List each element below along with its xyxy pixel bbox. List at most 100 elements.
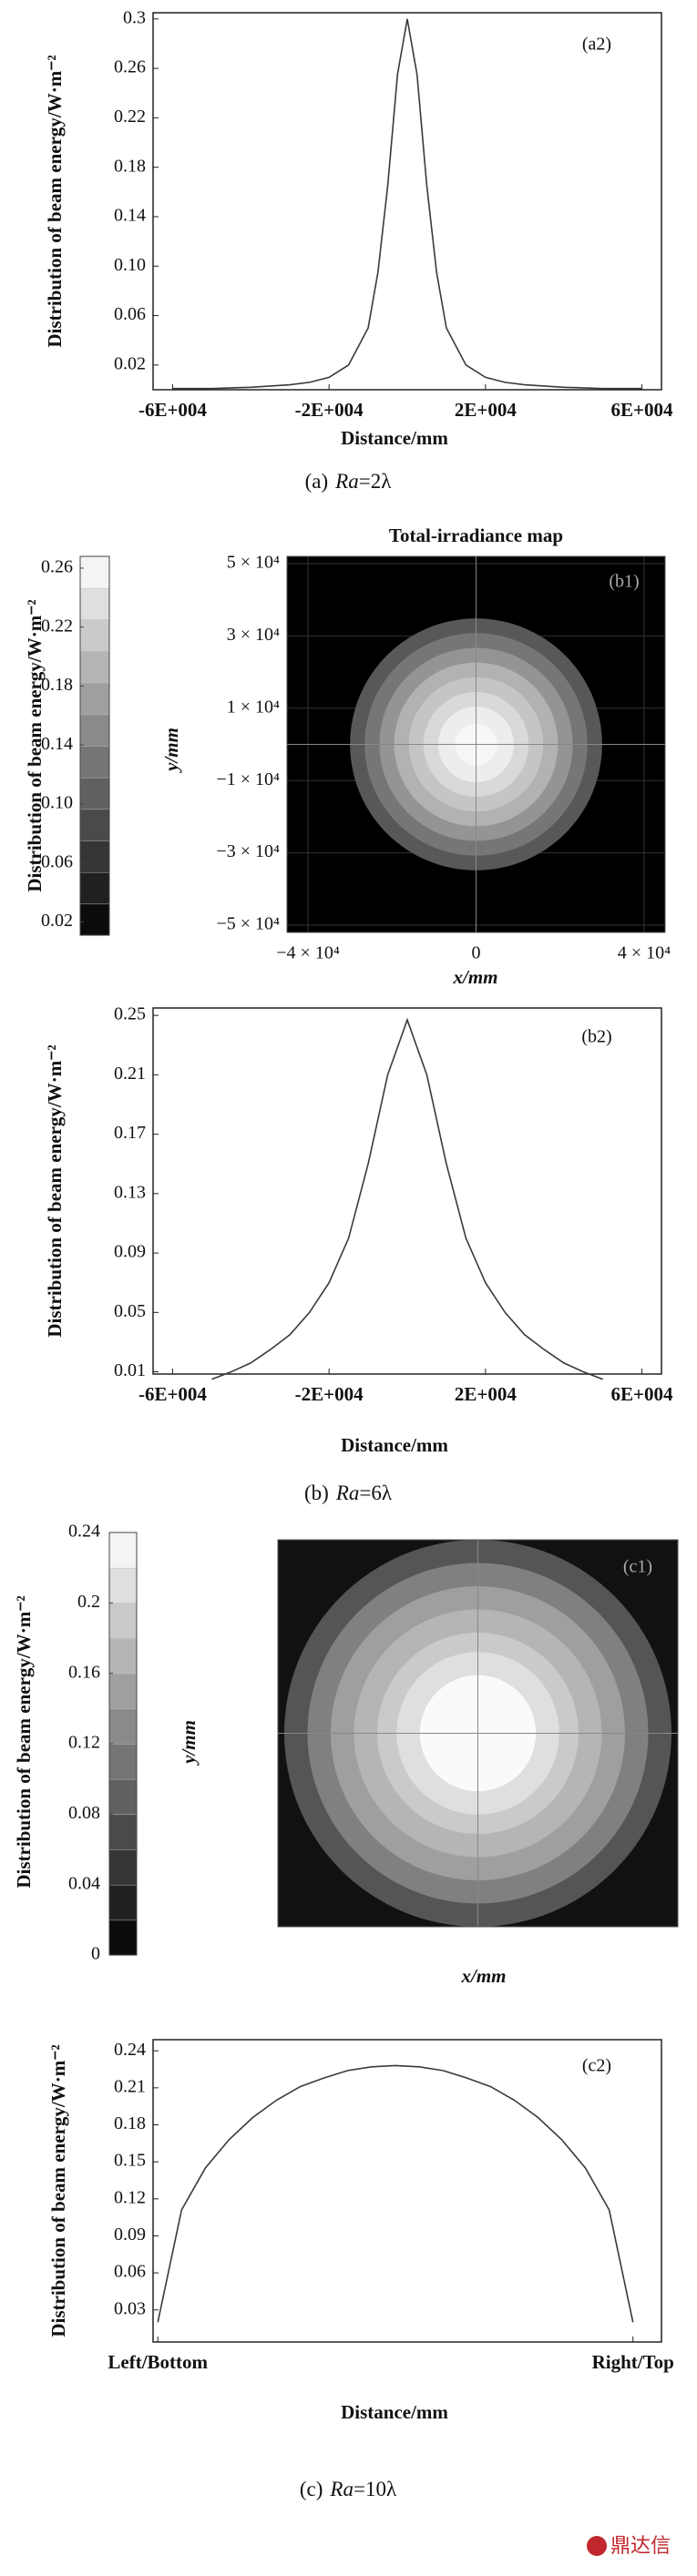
caption: (a) Ra=2λ — [305, 470, 393, 493]
caption-part: (b) — [304, 1481, 329, 1504]
colorbar-cell — [108, 1532, 138, 1569]
y-tick-label: 0.25 — [114, 1004, 146, 1024]
x-tick-label: −4 × 10⁴ — [276, 943, 340, 963]
y-tick-label: 0.06 — [114, 2262, 146, 2282]
panel-label: (b1) — [609, 572, 639, 592]
caption-part: (a) — [305, 470, 329, 493]
colorbar-cell — [79, 777, 110, 810]
data-line — [172, 18, 642, 390]
colorbar-tick-label: 0.26 — [41, 557, 73, 577]
caption: (c) Ra=10λ — [300, 2478, 397, 2500]
colorbar-frame — [79, 555, 110, 936]
colorbar-tick-label: 0.16 — [68, 1662, 100, 1682]
plot-frame — [152, 2039, 662, 2343]
map-frame — [277, 1539, 679, 1928]
data-line — [211, 1017, 603, 1380]
y-tick-label: 0.18 — [114, 156, 146, 176]
colorbar-cell — [108, 1708, 138, 1745]
watermark: 鼎达信 — [610, 2535, 671, 2558]
y-tick-label: 0.24 — [114, 2040, 146, 2060]
panel-label: (c2) — [582, 2056, 611, 2076]
colorbar-tick-label: 0.04 — [68, 1873, 100, 1893]
colorbar-cell — [79, 714, 110, 747]
colorbar-tick-label: 0.10 — [41, 793, 73, 813]
y-tick-label: 0.12 — [114, 2187, 146, 2207]
x-tick-label: 0 — [472, 943, 481, 963]
y-tick-label: 0.18 — [114, 2113, 146, 2133]
x-tick-label: 6E+004 — [611, 1383, 673, 1405]
caption-part: Ra — [335, 1481, 360, 1504]
colorbar-cell — [79, 587, 110, 621]
y-axis-label: Distribution of beam energy/W·m⁻² — [44, 1044, 66, 1337]
colorbar-tick-label: 0.18 — [41, 675, 73, 695]
colorbar-label: Distribution of beam energy/W·m⁻² — [24, 599, 46, 891]
y-axis-label: Distribution of beam energy/W·m⁻² — [44, 55, 66, 347]
colorbar-cell — [79, 903, 110, 936]
y-tick-label: 0.17 — [114, 1123, 146, 1143]
y-tick-label: 0.09 — [114, 2225, 146, 2245]
watermark-logo — [587, 2536, 607, 2556]
colorbar-tick-label: 0.2 — [77, 1592, 100, 1612]
colorbar-tick-label: 0.14 — [41, 734, 73, 754]
data-line — [157, 2064, 634, 2323]
caption-part: =10λ — [354, 2478, 397, 2500]
colorbar-tick-label: 0.06 — [41, 851, 73, 871]
x-tick-label: Left/Bottom — [108, 2351, 208, 2373]
y-tick-label: 0.06 — [114, 304, 146, 324]
colorbar-cell — [108, 1884, 138, 1921]
colorbar-cell — [108, 1778, 138, 1816]
x-tick-label: -6E+004 — [138, 1383, 207, 1405]
x-tick-label: -2E+004 — [295, 1383, 364, 1405]
caption-part: =6λ — [359, 1481, 392, 1504]
y-tick-label: 0.03 — [114, 2298, 146, 2318]
y-axis-label: y/mm — [160, 728, 182, 774]
colorbar-cell — [79, 650, 110, 684]
caption: (b) Ra=6λ — [304, 1481, 393, 1504]
colorbar-tick-label: 0.12 — [68, 1733, 100, 1753]
colorbar-cell — [108, 1603, 138, 1639]
caption-part: =2λ — [359, 470, 392, 493]
y-tick-label: 0.05 — [114, 1301, 146, 1321]
x-tick-label: 4 × 10⁴ — [618, 943, 671, 963]
y-tick-label: −5 × 10⁴ — [216, 914, 280, 934]
plot-frame — [152, 1007, 662, 1375]
x-tick-label: 2E+004 — [455, 399, 517, 421]
colorbar-cell — [108, 1567, 138, 1604]
y-tick-label: 0.13 — [114, 1182, 146, 1202]
colorbar-tick-label: 0.02 — [41, 911, 73, 931]
colorbar-label: Distribution of beam energy/W·m⁻² — [13, 1595, 35, 1888]
colorbar-cell — [79, 682, 110, 716]
y-tick-label: 0.14 — [114, 206, 146, 226]
colorbar-cell — [79, 840, 110, 873]
x-tick-label: -6E+004 — [138, 399, 207, 421]
y-tick-label: 0.21 — [114, 2076, 146, 2096]
y-tick-label: 0.3 — [123, 7, 146, 27]
x-tick-label: 2E+004 — [455, 1383, 517, 1405]
map-frame — [286, 555, 666, 933]
x-axis-label: Distance/mm — [341, 1434, 448, 1456]
colorbar-cell — [108, 1743, 138, 1780]
x-axis-label: x/mm — [452, 966, 497, 988]
caption-part: Ra — [334, 470, 359, 493]
x-axis-label: Distance/mm — [341, 427, 448, 449]
y-tick-label: 5 × 10⁴ — [227, 553, 280, 573]
y-tick-label: 3 × 10⁴ — [227, 625, 280, 645]
y-axis-label: Distribution of beam energy/W·m⁻² — [47, 2044, 69, 2337]
y-tick-label: 0.22 — [114, 107, 146, 127]
map-title: Total-irradiance map — [389, 524, 563, 546]
panel-label: (a2) — [582, 35, 611, 55]
y-axis-label: y/mm — [178, 1720, 200, 1767]
y-tick-label: 0.02 — [114, 353, 146, 373]
colorbar-cell — [79, 745, 110, 779]
y-tick-label: 0.15 — [114, 2151, 146, 2171]
colorbar-tick-label: 0 — [91, 1944, 100, 1964]
y-tick-label: 0.10 — [114, 255, 146, 275]
colorbar-cell — [108, 1637, 138, 1675]
caption-part: (c) — [300, 2478, 323, 2500]
colorbar-cell — [79, 555, 110, 589]
x-axis-label: Distance/mm — [341, 2401, 448, 2423]
colorbar-cell — [79, 619, 110, 652]
caption-part: Ra — [329, 2478, 354, 2500]
